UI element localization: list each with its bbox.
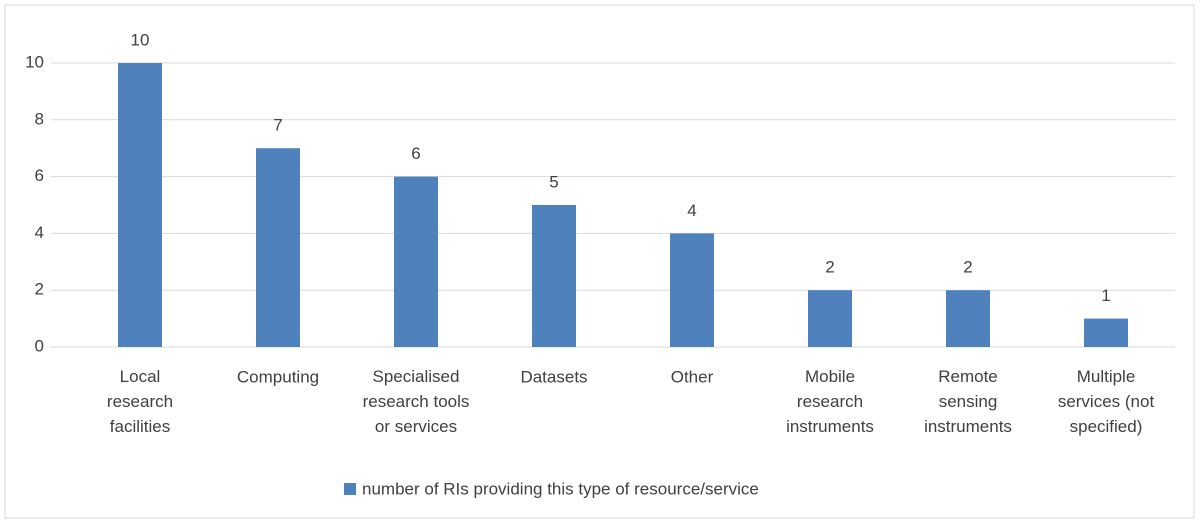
x-tick-label: Computing [237,367,319,386]
y-tick-label: 6 [35,166,44,185]
x-tick-label: Remote sensing instruments [924,367,1012,436]
y-tick-label: 4 [35,223,44,242]
bar [808,290,852,347]
chart-border [4,4,1195,519]
x-tick-label: Datasets [520,367,587,386]
data-label: 5 [549,172,558,191]
x-tick-label: Mobile research instruments [786,367,874,436]
data-label: 10 [131,30,150,49]
data-label: 6 [411,144,420,163]
x-tick-label: Multiple services (not specified) [1058,367,1155,436]
bar [946,290,990,347]
bar [670,233,714,347]
bar [256,148,300,347]
legend-swatch [344,483,356,495]
data-label: 7 [273,116,282,135]
bar [394,176,438,347]
data-label: 2 [825,258,834,277]
y-tick-label: 8 [35,109,44,128]
y-tick-label: 2 [35,280,44,299]
legend-label: number of RIs providing this type of res… [362,479,759,498]
data-label: 4 [687,201,696,220]
y-tick-label: 10 [25,52,44,71]
x-tick-label: Other [671,367,714,386]
y-tick-label: 0 [35,336,44,355]
bar [118,63,162,347]
x-tick-label: Local research facilities [107,367,173,436]
data-label: 1 [1101,286,1110,305]
bar [532,205,576,347]
x-tick-label: Specialised research tools or services [363,367,470,436]
data-label: 2 [963,258,972,277]
bar [1084,318,1128,347]
